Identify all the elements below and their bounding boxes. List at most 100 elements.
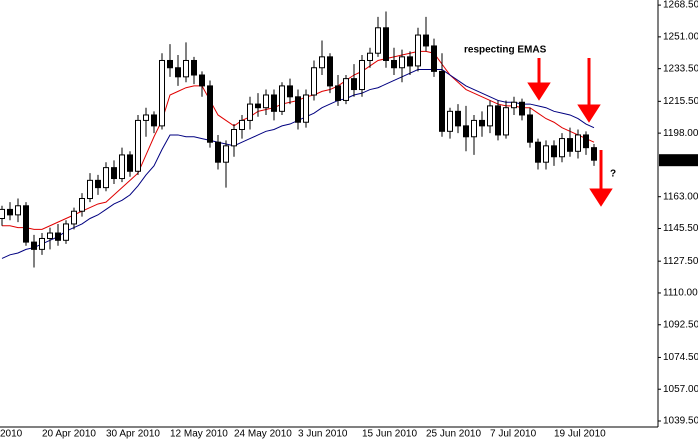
annotation: respecting EMAS: [464, 45, 547, 56]
price-label: 1183.10: [662, 155, 698, 166]
annotation-question: ?: [610, 169, 616, 180]
x-tick-label: 25 Jun 2010: [426, 429, 481, 440]
candle-body: [439, 70, 445, 132]
y-tick-label: 1127.50: [663, 256, 698, 267]
ema-line: [2, 50, 595, 230]
y-tick-label: 1074.50: [663, 352, 698, 363]
candle-body: [95, 179, 101, 189]
arrow-head: [589, 188, 613, 207]
candle-body: [151, 114, 157, 127]
candle-body: [279, 85, 285, 112]
candle-body: [159, 59, 165, 127]
y-tick-label: 1092.50: [663, 319, 698, 330]
candle-body: [47, 232, 53, 239]
candle-body: [103, 167, 109, 189]
candle-body: [55, 232, 61, 241]
candle-body: [519, 101, 525, 116]
candle-body: [327, 56, 333, 87]
candle-body: [183, 59, 189, 78]
y-tick-label: 1233.50: [663, 63, 698, 74]
candle-body: [15, 205, 21, 216]
candle-body: [23, 205, 29, 243]
candle-body: [359, 59, 365, 91]
candle-body: [335, 85, 341, 101]
x-tick-label: 15 Jun 2010: [362, 429, 417, 440]
candle-body: [207, 85, 213, 143]
candle-body: [111, 167, 117, 180]
candle-body: [527, 114, 533, 143]
price-label-box: [659, 154, 698, 167]
candle-body: [399, 56, 405, 69]
candle-body: [39, 237, 45, 250]
candle-body: [303, 94, 309, 123]
candle-body: [455, 110, 461, 127]
candle-body: [543, 145, 549, 163]
candle-body: [575, 134, 581, 152]
candle-body: [135, 119, 141, 172]
y-tick-label: 1215.50: [663, 96, 698, 107]
candle-body: [551, 145, 557, 158]
x-tick-label: 2010: [0, 429, 23, 440]
y-tick-label: 1251.00: [663, 32, 698, 43]
candle-body: [423, 34, 429, 47]
candle-body: [71, 210, 77, 225]
candle-body: [295, 96, 301, 123]
candle-body: [239, 119, 245, 130]
y-tick-label: 1110.00: [663, 288, 698, 299]
y-tick-label: 1057.00: [663, 384, 698, 395]
x-tick-label: 12 May 2010: [170, 429, 228, 440]
candle-body: [511, 101, 517, 109]
y-tick-label: 1268.50: [663, 0, 698, 11]
candle-body: [535, 141, 541, 163]
candle-body: [199, 74, 205, 87]
candle-body: [447, 110, 453, 132]
candle-body: [191, 59, 197, 76]
candle-body: [79, 198, 85, 212]
arrow-head: [527, 82, 551, 101]
x-tick-label: 20 Apr 2010: [42, 429, 96, 440]
x-tick-label: 3 Jun 2010: [298, 429, 348, 440]
candle-body: [7, 208, 13, 216]
x-tick-label: 24 May 2010: [234, 429, 292, 440]
candle-body: [463, 125, 469, 138]
candle-body: [319, 56, 325, 69]
candle-body: [479, 119, 485, 127]
candle-body: [31, 241, 37, 250]
candle-body: [487, 105, 493, 127]
candle-body: [559, 138, 565, 158]
x-tick-label: 7 Jul 2010: [490, 429, 537, 440]
candle-body: [471, 119, 477, 138]
candle-body: [375, 27, 381, 54]
candle-body: [247, 103, 253, 121]
candle-body: [311, 67, 317, 96]
candle-body: [87, 179, 93, 200]
candle-body: [263, 94, 269, 109]
candle-body: [431, 45, 437, 72]
candle-body: [367, 52, 373, 61]
candle-body: [215, 141, 221, 163]
candle-body: [583, 134, 589, 149]
candle-body: [591, 147, 597, 161]
candle-body: [119, 154, 125, 180]
annotation-arrows: [527, 58, 613, 207]
candle-body: [175, 67, 181, 78]
candle-body: [223, 145, 229, 163]
candle-body: [503, 107, 509, 136]
candle-body: [167, 59, 173, 69]
candle-body: [255, 103, 261, 109]
candle-body: [287, 85, 293, 98]
y-tick-label: 1198.00: [663, 128, 698, 139]
candle-body: [407, 56, 413, 67]
candle-body: [383, 27, 389, 61]
candle-body: [143, 114, 149, 121]
candle-body: [0, 208, 5, 219]
y-tick-label: 1163.00: [663, 191, 698, 202]
arrow-head: [577, 104, 601, 123]
candle-body: [567, 138, 573, 152]
candle-body: [343, 78, 349, 101]
candle-body: [495, 105, 501, 136]
candle-body: [351, 78, 357, 91]
x-tick-label: 19 Jul 2010: [554, 429, 606, 440]
